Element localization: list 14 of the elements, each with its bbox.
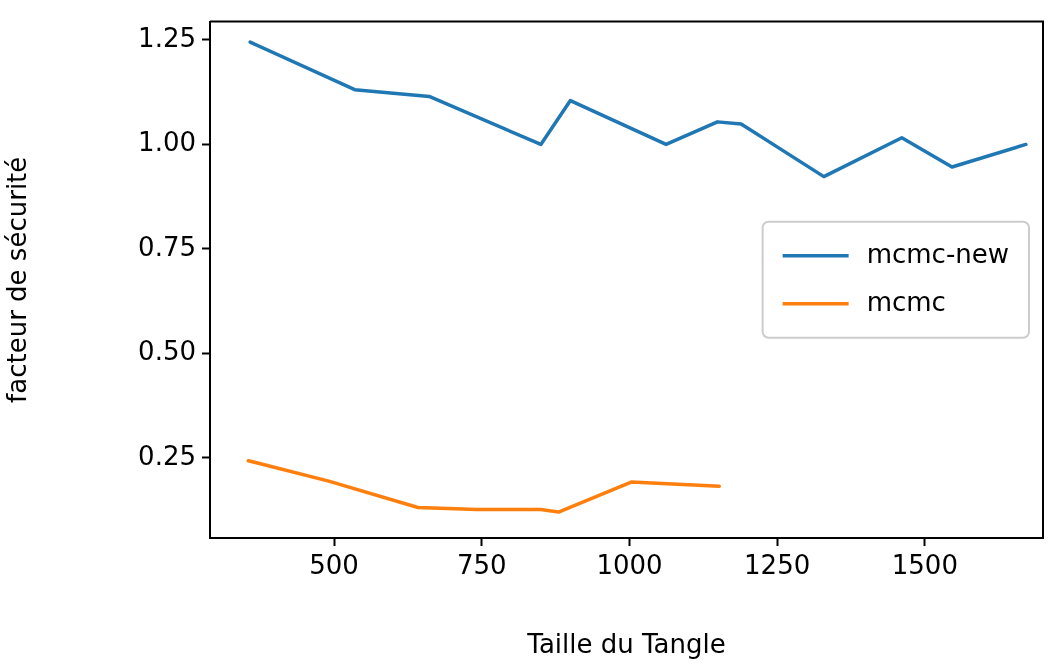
x-tick-label: 500 — [309, 550, 359, 581]
y-tick-label: 0.75 — [138, 231, 196, 262]
x-tick-label: 1500 — [891, 550, 958, 581]
x-tick-label: 1000 — [596, 550, 663, 581]
y-tick-label: 0.50 — [138, 336, 196, 367]
legend-label: mcmc-new — [866, 238, 1010, 269]
y-tick-label: 1.00 — [138, 127, 196, 158]
x-axis-title: Taille du Tangle — [526, 629, 726, 660]
x-tick-label: 1250 — [744, 550, 811, 581]
y-tick-label: 0.25 — [138, 440, 196, 471]
x-tick-label: 750 — [456, 550, 507, 581]
y-axis-title: facteur de sécurité — [2, 156, 33, 403]
legend-label: mcmc — [866, 286, 946, 317]
y-tick-label: 1.25 — [138, 22, 196, 53]
